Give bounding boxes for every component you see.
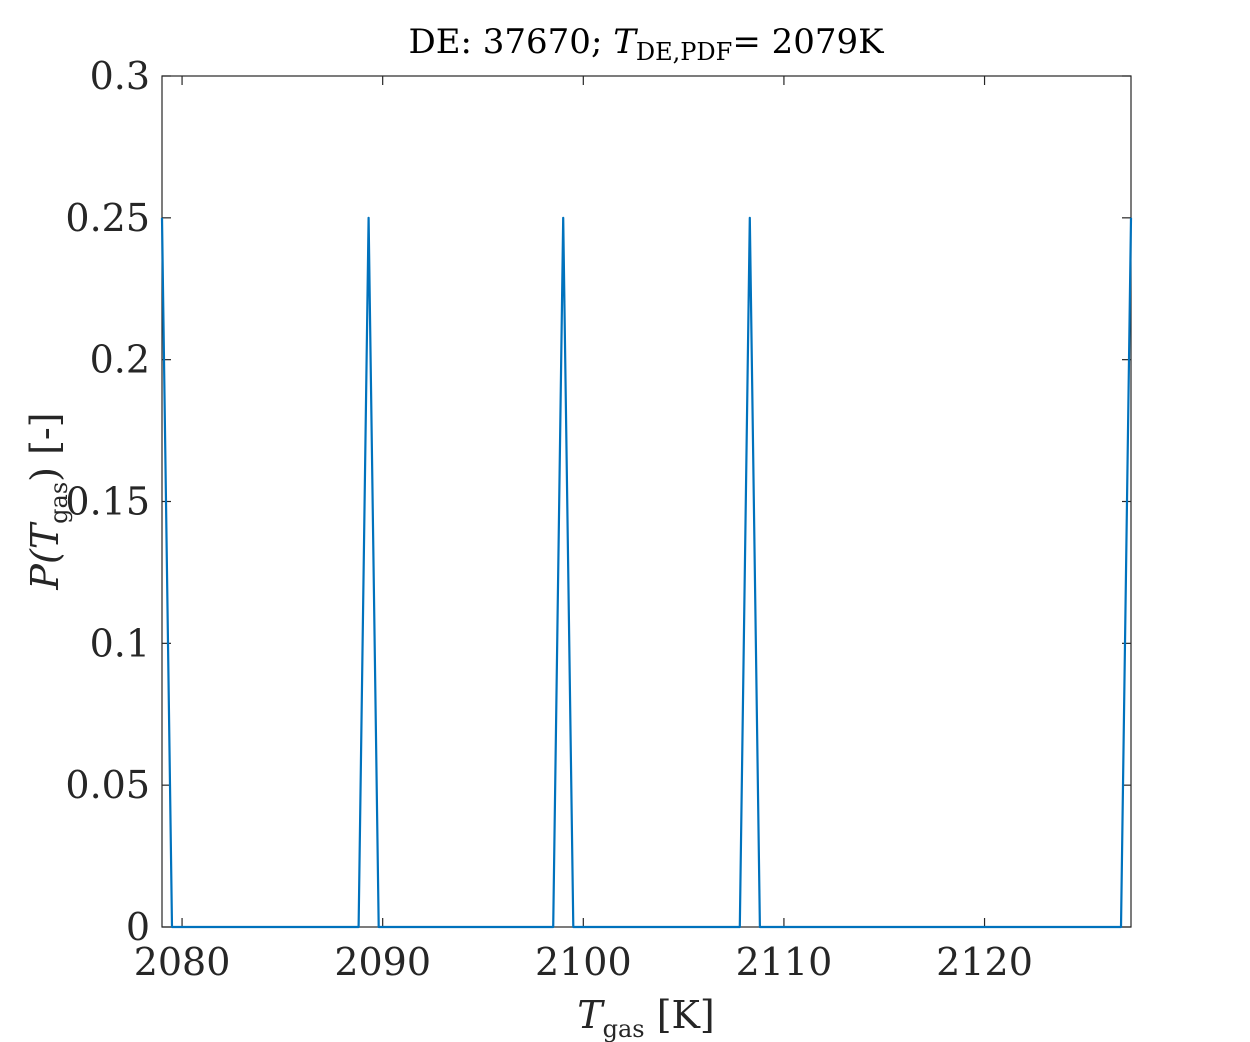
y-tick-label: 0.2	[90, 338, 150, 382]
x-tick-label: 2100	[535, 940, 632, 984]
x-axis-label: Tgas [K]	[577, 993, 714, 1042]
plot-area	[161, 75, 1132, 928]
x-tick-label: 2090	[334, 940, 431, 984]
series-line	[160, 216, 1133, 929]
x-tick-label: 2120	[936, 940, 1033, 984]
y-tick-label: 0.25	[65, 196, 150, 240]
y-tick-label: 0.15	[65, 480, 150, 524]
y-tick-label: 0.3	[90, 54, 150, 98]
chart-title: DE: 37670; TDE,PDF= 2079K	[408, 22, 884, 66]
y-axis-label: P(Tgas) [-]	[23, 412, 73, 590]
y-tick-label: 0.05	[65, 763, 150, 807]
y-tick-label: 0	[126, 905, 150, 949]
x-tick-label: 2080	[134, 940, 231, 984]
y-tick-label: 0.1	[90, 621, 150, 665]
x-tick-label: 2110	[736, 940, 833, 984]
tick-labels: 2080 2090 2100 2110 2120 0 0.05 0.1 0.15 0.2 0.25 0…	[65, 54, 1033, 984]
